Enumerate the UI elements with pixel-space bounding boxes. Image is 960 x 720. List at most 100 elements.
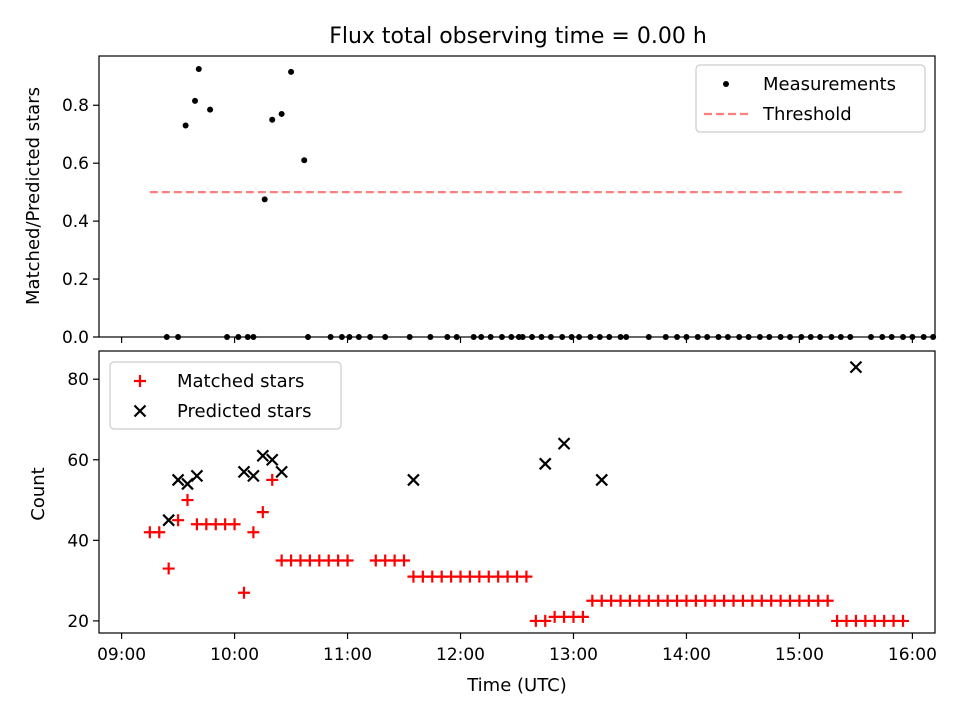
x-tick-label: 14:00	[662, 645, 711, 665]
y-tick-label: 80	[67, 370, 89, 390]
measurement-point	[250, 334, 257, 340]
measurement-point	[261, 196, 268, 203]
predicted-point	[265, 453, 279, 467]
measurement-point	[745, 334, 752, 340]
legend-measurement-swatch	[723, 81, 729, 87]
legend-label: Measurements	[763, 74, 896, 95]
bottom-marks	[143, 360, 909, 627]
measurement-point	[508, 334, 515, 340]
predicted-point	[538, 457, 552, 471]
x-tick-label: 16:00	[888, 645, 937, 665]
matched-point	[228, 518, 241, 531]
measurement-point	[538, 334, 545, 340]
matched-point	[181, 494, 194, 507]
measurement-point	[498, 334, 505, 340]
matched-point	[153, 526, 166, 539]
measurement-point	[382, 334, 389, 340]
matched-point	[896, 614, 909, 627]
measurement-point	[427, 334, 434, 340]
measurement-point	[617, 334, 624, 340]
legend-predicted-swatch	[133, 404, 147, 418]
measurement-point	[888, 334, 895, 340]
top-legend: Measurements Threshold	[695, 64, 926, 133]
top-y-axis-label: Matched/Predicted stars	[23, 87, 44, 305]
measurement-point	[207, 106, 214, 113]
measurement-point	[444, 334, 451, 340]
measurement-point	[704, 334, 711, 340]
measurement-point	[766, 334, 773, 340]
y-tick-label: 0.2	[62, 270, 89, 290]
y-tick-label: 20	[67, 612, 89, 632]
predicted-point	[256, 449, 270, 463]
predicted-point	[247, 469, 260, 483]
y-tick-label: 0.4	[62, 212, 89, 232]
measurement-point	[355, 334, 362, 340]
measurement-point	[487, 334, 494, 340]
measurement-point	[777, 334, 784, 340]
measurement-point	[847, 334, 854, 340]
bottom-y-axis-label: Count	[28, 467, 49, 520]
predicted-point	[162, 513, 175, 527]
measurement-point	[645, 334, 652, 340]
top-y-ticks: 0.0 0.2 0.4 0.6 0.8	[62, 96, 99, 348]
matched-point	[266, 473, 279, 486]
bottom-legend: Matched stars Predicted stars	[109, 361, 342, 430]
measurement-point	[453, 334, 460, 340]
measurement-point	[828, 334, 835, 340]
predicted-point	[849, 360, 863, 374]
x-tick-label: 11:00	[323, 645, 372, 665]
matched-point	[539, 614, 552, 627]
predicted-point	[275, 465, 288, 479]
measurement-point	[587, 334, 594, 340]
measurement-point	[278, 110, 285, 117]
matched-point	[247, 526, 260, 539]
measurement-point	[606, 334, 613, 340]
measurement-point	[478, 334, 485, 340]
measurement-point	[623, 334, 630, 340]
measurement-point	[715, 334, 722, 340]
legend-label: Matched stars	[177, 371, 304, 392]
x-tick-label: 10:00	[210, 645, 259, 665]
measurement-point	[879, 334, 886, 340]
measurement-point	[899, 334, 906, 340]
bottom-panel: 20 40 60 80 09:00 10:00 11:00 12:00 13:00 14:00 1…	[28, 350, 937, 696]
x-tick-label: 15:00	[775, 645, 824, 665]
predicted-point	[595, 473, 609, 487]
measurement-point	[662, 334, 669, 340]
predicted-point	[237, 465, 251, 479]
measurement-point	[195, 66, 202, 73]
chart-title: Flux total observing time = 0.00 h	[329, 24, 707, 49]
measurement-point	[327, 334, 334, 340]
measurement-point	[798, 334, 805, 340]
measurement-point	[305, 334, 311, 340]
measurement-point	[756, 334, 763, 340]
measurement-point	[559, 334, 566, 340]
measurement-point	[519, 334, 526, 340]
predicted-point	[190, 469, 204, 483]
measurement-point	[529, 334, 536, 340]
measurement-point	[175, 334, 182, 340]
measurement-point	[817, 334, 824, 340]
legend-box	[109, 361, 342, 430]
measurement-point	[346, 334, 353, 340]
measurement-point	[920, 334, 927, 340]
measurement-point	[269, 116, 276, 123]
x-axis-label: Time (UTC)	[466, 675, 567, 696]
measurement-point	[182, 122, 189, 129]
y-tick-label: 0.8	[62, 96, 89, 116]
measurement-point	[909, 334, 916, 340]
bottom-x-ticks: 09:00 10:00 11:00 12:00 13:00 14:00 15:00 16:00	[97, 633, 937, 665]
measurement-point	[224, 334, 231, 340]
y-tick-label: 0.6	[62, 154, 89, 174]
x-tick-label: 09:00	[97, 645, 146, 665]
measurement-point	[674, 334, 681, 340]
top-panel: 0.00.20.40.60.8 Matched/Predicted stars …	[23, 55, 937, 348]
measurement-point	[406, 334, 413, 340]
measurement-point	[568, 334, 575, 340]
legend-label: Predicted stars	[177, 401, 311, 422]
top-marks	[149, 66, 937, 340]
measurement-point	[192, 97, 199, 104]
measurement-point	[694, 334, 701, 340]
legend-matched-swatch	[134, 375, 146, 387]
